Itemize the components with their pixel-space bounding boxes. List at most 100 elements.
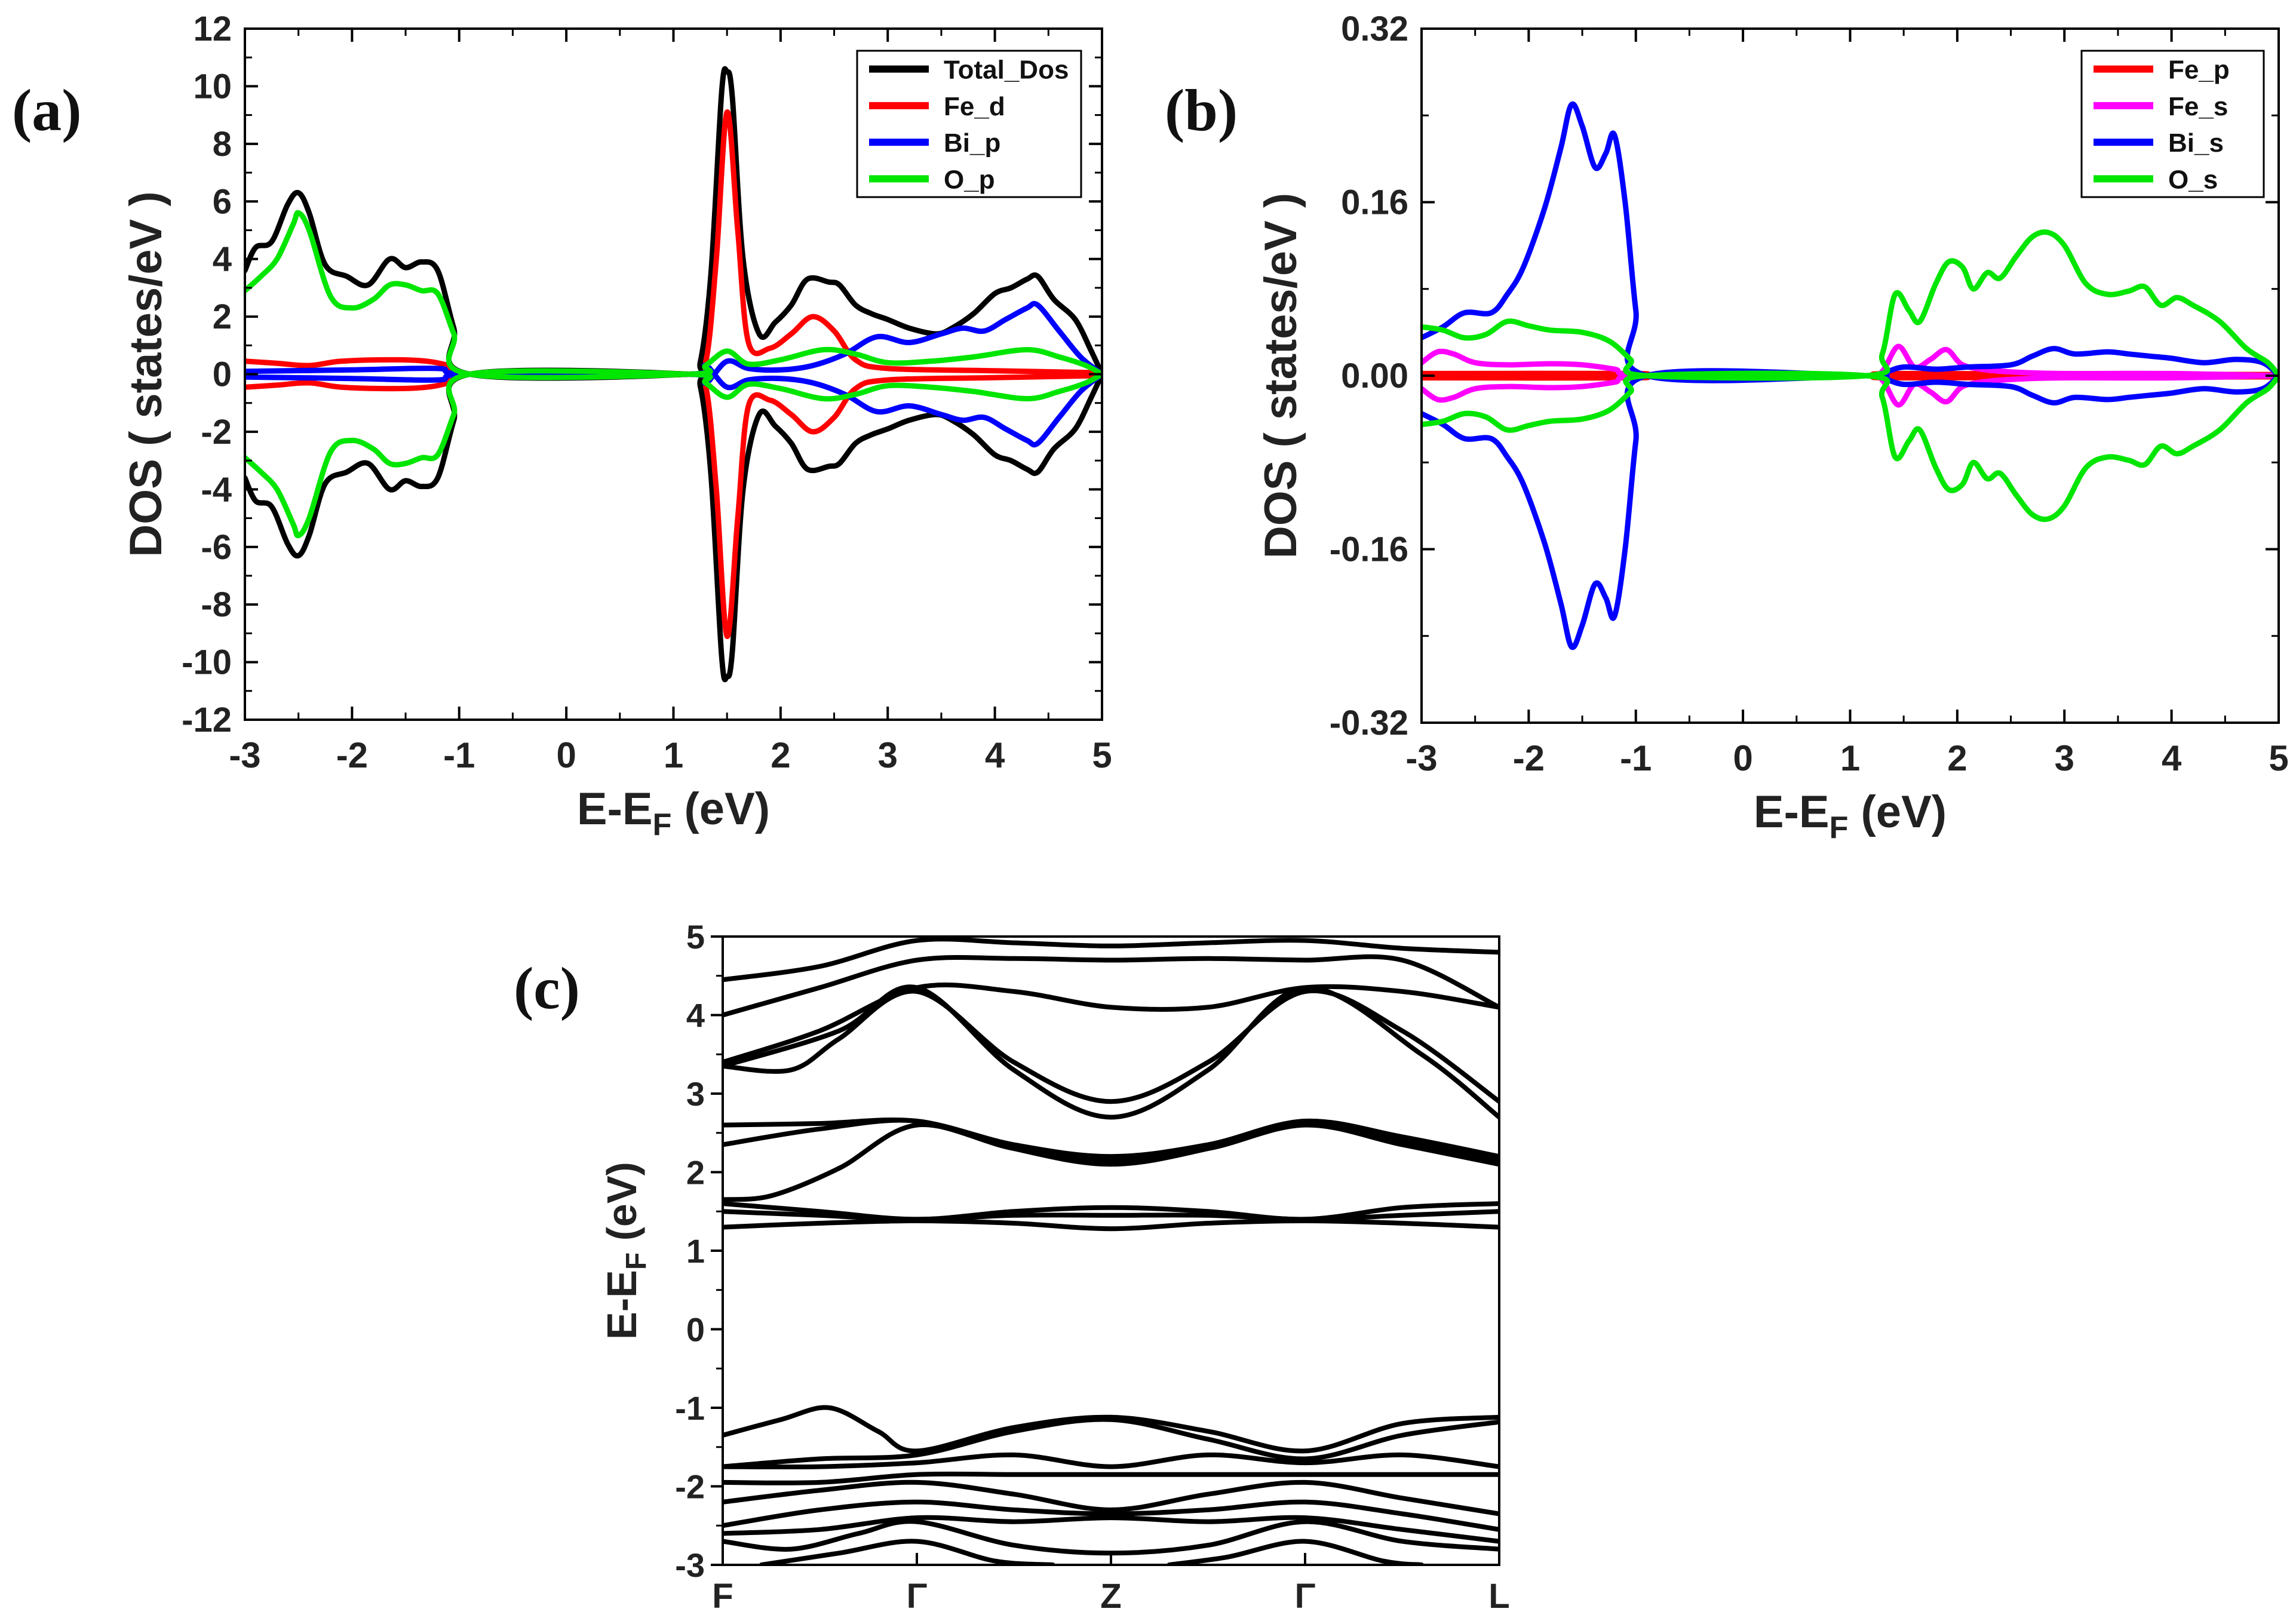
legend-entry: O_p — [944, 165, 995, 194]
x-tick-label: -1 — [443, 735, 475, 775]
x-tick-label: 3 — [878, 735, 898, 775]
series-line-total-dos-down — [245, 367, 1102, 683]
legend-entry: O_s — [2168, 165, 2218, 194]
y-tick-label: -0.32 — [1330, 704, 1408, 742]
band-line — [723, 1209, 1499, 1222]
x-tick-label: -2 — [1513, 738, 1545, 778]
x-axis-label: E-EF (eV) — [1754, 787, 1947, 845]
x-tick-label: 0 — [556, 735, 576, 775]
x-tick-label: Γ — [907, 1577, 928, 1616]
y-tick-label: 0 — [213, 355, 232, 394]
x-tick-label: 3 — [2055, 738, 2074, 778]
y-tick-label: -2 — [675, 1468, 705, 1506]
legend: Total_Dos Fe_d Bi_p O_p — [856, 50, 1082, 198]
y-tick-label: -3 — [675, 1546, 705, 1584]
x-tick-label: Γ — [1295, 1577, 1316, 1616]
band-line — [723, 1117, 1499, 1159]
y-axis-label: DOS ( states/eV ) — [121, 191, 171, 557]
series-line-fe-d-down — [245, 370, 1102, 639]
band-line — [723, 1471, 1499, 1485]
y-tick-label: -8 — [201, 585, 232, 624]
x-tick-label: 4 — [985, 735, 1005, 775]
y-tick-label: 0.32 — [1341, 10, 1408, 48]
y-tick-label: 1 — [686, 1232, 705, 1270]
series-line-o-p-down — [245, 368, 1102, 539]
series-line-total-dos-up — [245, 66, 1102, 381]
y-tick-label: 0.00 — [1341, 357, 1408, 395]
legend-entry: Bi_p — [944, 128, 1000, 158]
band-line — [723, 1499, 1499, 1532]
legend-entry: Fe_p — [2168, 56, 2230, 85]
series-line-bi-p-down — [245, 362, 1102, 448]
band-line — [1167, 1539, 1424, 1565]
band-line — [723, 954, 1499, 1018]
panel-label: (b) — [1165, 77, 1238, 143]
y-tick-label: -10 — [182, 643, 232, 682]
panel-c-band-structure: F Γ Z Γ L 5 4 3 2 1 0 -1 -2 -3 E-EF (eV) (c) — [514, 918, 1510, 1616]
y-tick-label: 4 — [213, 240, 232, 279]
band-line — [723, 1452, 1499, 1470]
y-tick-label: 2 — [686, 1154, 705, 1192]
y-tick-label: 6 — [213, 182, 232, 221]
band-line — [723, 1479, 1499, 1516]
band-line — [723, 1417, 1499, 1469]
series-group — [1422, 101, 2279, 650]
x-tick-label: 0 — [1733, 738, 1752, 778]
legend-entry: Fe_d — [944, 92, 1005, 121]
band-line — [723, 1201, 1499, 1222]
band-line — [723, 984, 1499, 1120]
y-tick-label: 3 — [686, 1075, 705, 1113]
panel-label: (c) — [514, 955, 580, 1021]
legend-box — [856, 50, 1082, 198]
series-line-bi-s-up — [1422, 101, 2279, 383]
x-tick-label: 4 — [2162, 738, 2182, 778]
y-tick-label: -12 — [182, 701, 232, 739]
x-tick-label: 2 — [771, 735, 790, 775]
x-axis-label: E-EF (eV) — [577, 784, 770, 842]
y-tick-label: -1 — [675, 1389, 705, 1427]
y-tick-label: -6 — [201, 528, 232, 567]
y-axis-label: E-EF (eV) — [598, 1162, 652, 1340]
band-line — [723, 1519, 1499, 1556]
bands-group — [723, 937, 1499, 1565]
y-tick-label: 8 — [213, 125, 232, 164]
x-tick-label: -1 — [1620, 738, 1652, 778]
x-tick-label: 1 — [664, 735, 683, 775]
series-line-o-p-up — [245, 210, 1102, 380]
band-line — [723, 1118, 1499, 1167]
x-tick-label: F — [712, 1577, 733, 1616]
legend-entry: Bi_s — [2168, 128, 2224, 158]
series-line-o-s-down — [1422, 370, 2279, 523]
series-line-bi-s-down — [1422, 368, 2279, 650]
panel-b-dos: -3 -2 -1 0 1 2 3 4 5 0.32 0.16 0.00 -0.16 -0.32 E-EF (… — [1165, 10, 2289, 845]
x-tick-label: Z — [1100, 1577, 1121, 1616]
legend-box — [2080, 50, 2265, 198]
band-line — [723, 983, 1499, 1065]
band-line — [723, 988, 1499, 1104]
band-line — [723, 1515, 1499, 1544]
y-tick-label: -0.16 — [1330, 530, 1408, 569]
x-tick-label: 2 — [1947, 738, 1967, 778]
x-tick-label: -3 — [229, 735, 260, 775]
legend-entry: Total_Dos — [944, 56, 1069, 85]
y-tick-label: 2 — [213, 297, 232, 336]
y-tick-label: 12 — [193, 10, 232, 48]
band-line — [723, 1405, 1499, 1454]
panel-a-dos: -3 -2 -1 0 1 2 3 4 5121086420-2-4-6-8-10-12E-EF … — [12, 10, 1112, 842]
series-line-bi-p-up — [245, 300, 1102, 386]
y-tick-label: 10 — [193, 67, 232, 106]
x-tick-label: 1 — [1840, 738, 1860, 778]
band-line — [723, 1122, 1499, 1202]
y-tick-label: 5 — [686, 918, 705, 956]
y-axis-label: DOS ( states/eV ) — [1256, 193, 1306, 558]
series-line-o-s-up — [1422, 229, 2279, 381]
band-line — [759, 1539, 1055, 1565]
series-group — [245, 66, 1102, 683]
y-tick-label: 4 — [686, 997, 705, 1034]
x-tick-label: L — [1488, 1577, 1509, 1616]
x-tick-label: 5 — [1092, 735, 1112, 775]
band-line — [723, 1218, 1499, 1232]
y-tick-label: -2 — [201, 413, 232, 452]
x-tick-label: -3 — [1405, 738, 1437, 778]
